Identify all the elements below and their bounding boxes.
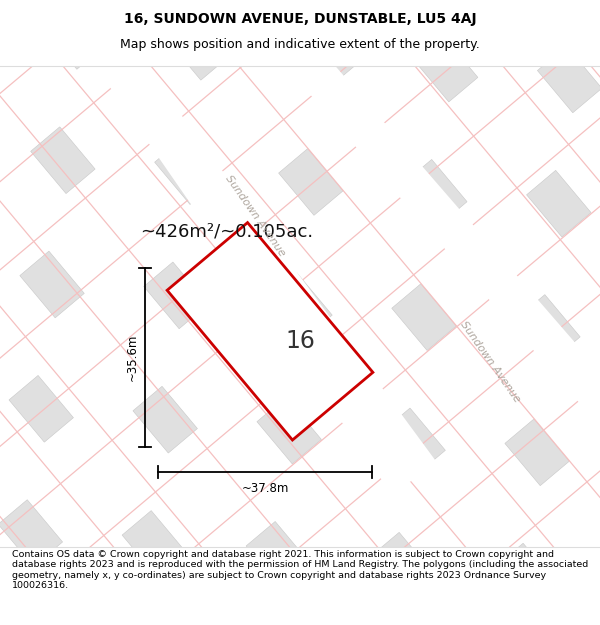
- Polygon shape: [289, 24, 354, 91]
- Polygon shape: [268, 273, 332, 339]
- Text: Contains OS data © Crown copyright and database right 2021. This information is : Contains OS data © Crown copyright and d…: [12, 550, 588, 590]
- Polygon shape: [403, 159, 467, 226]
- Polygon shape: [381, 408, 445, 475]
- Polygon shape: [392, 284, 456, 351]
- Text: ~426m²/~0.105ac.: ~426m²/~0.105ac.: [140, 222, 313, 240]
- Polygon shape: [167, 222, 373, 440]
- Polygon shape: [95, 66, 440, 492]
- Polygon shape: [370, 532, 434, 599]
- Polygon shape: [538, 46, 600, 112]
- Polygon shape: [505, 419, 569, 486]
- Text: ~37.8m: ~37.8m: [241, 482, 289, 495]
- Polygon shape: [41, 2, 106, 69]
- Polygon shape: [278, 149, 343, 216]
- Text: Sundown Avenue: Sundown Avenue: [223, 174, 287, 259]
- Polygon shape: [166, 13, 230, 80]
- Text: ~35.6m: ~35.6m: [126, 334, 139, 381]
- Polygon shape: [144, 262, 208, 329]
- Polygon shape: [133, 386, 197, 453]
- Polygon shape: [516, 294, 580, 361]
- Polygon shape: [257, 397, 322, 464]
- Text: 16, SUNDOWN AVENUE, DUNSTABLE, LU5 4AJ: 16, SUNDOWN AVENUE, DUNSTABLE, LU5 4AJ: [124, 12, 476, 26]
- Polygon shape: [413, 35, 478, 102]
- Polygon shape: [494, 543, 559, 610]
- Polygon shape: [9, 376, 73, 442]
- Text: 16: 16: [285, 329, 315, 353]
- Polygon shape: [285, 66, 600, 426]
- Polygon shape: [0, 500, 62, 566]
- Text: Map shows position and indicative extent of the property.: Map shows position and indicative extent…: [120, 38, 480, 51]
- Polygon shape: [20, 251, 84, 318]
- Polygon shape: [31, 127, 95, 194]
- Polygon shape: [155, 138, 219, 204]
- Polygon shape: [122, 511, 187, 578]
- Polygon shape: [246, 521, 311, 588]
- Polygon shape: [527, 171, 591, 237]
- Text: Sundown Avenue: Sundown Avenue: [458, 319, 522, 404]
